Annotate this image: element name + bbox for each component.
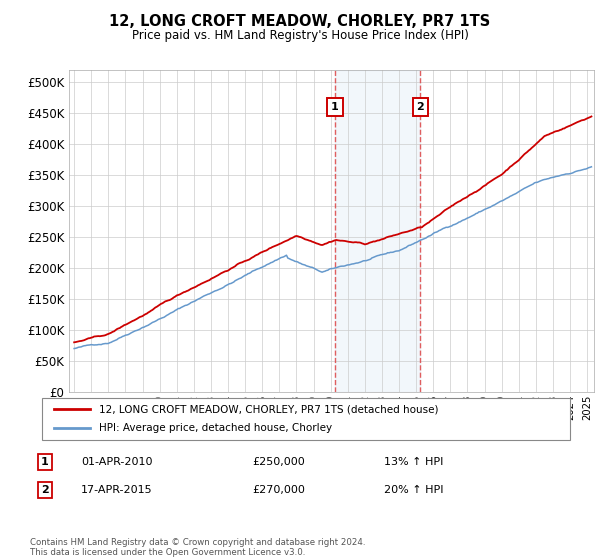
Text: 1: 1 bbox=[41, 457, 49, 467]
Text: 17-APR-2015: 17-APR-2015 bbox=[81, 485, 152, 495]
Text: Price paid vs. HM Land Registry's House Price Index (HPI): Price paid vs. HM Land Registry's House … bbox=[131, 29, 469, 42]
Text: £270,000: £270,000 bbox=[252, 485, 305, 495]
Text: 01-APR-2010: 01-APR-2010 bbox=[81, 457, 152, 467]
Text: 1: 1 bbox=[331, 102, 339, 112]
Text: 12, LONG CROFT MEADOW, CHORLEY, PR7 1TS (detached house): 12, LONG CROFT MEADOW, CHORLEY, PR7 1TS … bbox=[99, 404, 439, 414]
Text: Contains HM Land Registry data © Crown copyright and database right 2024.
This d: Contains HM Land Registry data © Crown c… bbox=[30, 538, 365, 557]
Text: HPI: Average price, detached house, Chorley: HPI: Average price, detached house, Chor… bbox=[99, 423, 332, 433]
Text: 20% ↑ HPI: 20% ↑ HPI bbox=[384, 485, 443, 495]
Text: 2: 2 bbox=[41, 485, 49, 495]
Text: £250,000: £250,000 bbox=[252, 457, 305, 467]
Bar bbox=[335, 70, 421, 392]
Text: 2: 2 bbox=[416, 102, 424, 112]
Text: 12, LONG CROFT MEADOW, CHORLEY, PR7 1TS: 12, LONG CROFT MEADOW, CHORLEY, PR7 1TS bbox=[109, 14, 491, 29]
Text: 13% ↑ HPI: 13% ↑ HPI bbox=[384, 457, 443, 467]
